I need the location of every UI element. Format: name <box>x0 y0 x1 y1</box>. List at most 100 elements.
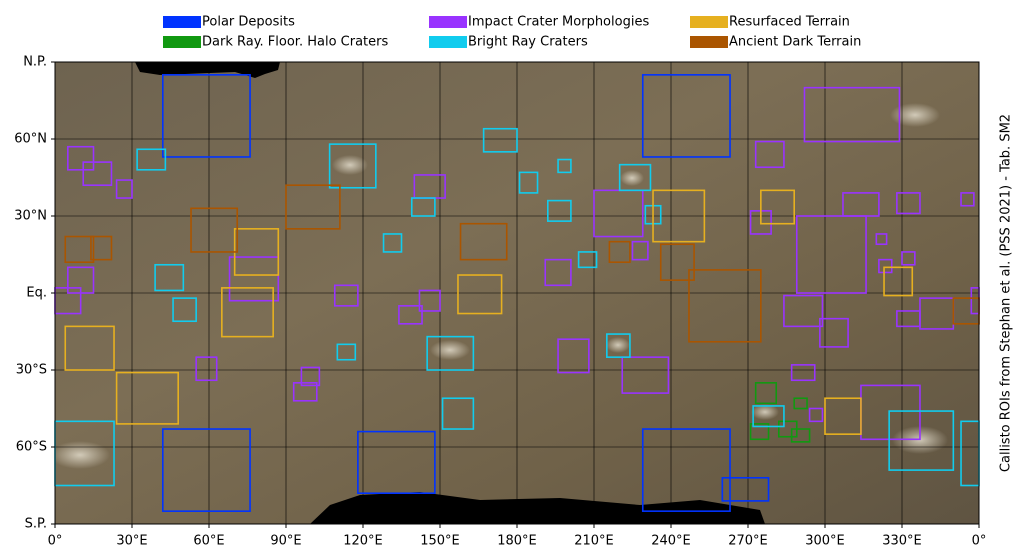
roi-box <box>172 297 197 323</box>
legend-swatch <box>163 36 201 48</box>
roi-box <box>577 251 598 269</box>
y-tick-label: 30°N <box>14 209 47 224</box>
legend-swatch <box>690 16 728 28</box>
roi-box <box>418 289 441 312</box>
legend-label: Ancient Dark Terrain <box>729 35 861 50</box>
x-tick-label: 0° <box>972 534 987 549</box>
roi-box <box>557 158 572 174</box>
y-tick-label: N.P. <box>23 55 47 70</box>
roi-box <box>482 127 518 153</box>
roi-box <box>608 240 631 264</box>
roi-box <box>803 86 901 143</box>
x-tick-label: 330°E <box>882 534 922 549</box>
roi-box <box>819 317 849 348</box>
roi-box <box>82 161 113 187</box>
legend: Polar Deposits Dark Ray. Floor. Halo Crat… <box>163 15 861 50</box>
roi-box <box>754 382 778 405</box>
roi-box <box>398 305 423 325</box>
legend-swatch <box>163 16 201 28</box>
side-label: Callisto ROIs from Stephan et al. (PSS 2… <box>999 114 1014 472</box>
roi-box <box>901 251 916 266</box>
roi-box <box>783 294 824 328</box>
roi-box <box>888 410 955 471</box>
roi-box <box>195 356 218 382</box>
no-data-south <box>310 492 765 524</box>
roi-box <box>790 428 811 443</box>
roi-box <box>228 256 280 302</box>
roi-box <box>883 266 914 297</box>
roi-box <box>285 184 341 230</box>
roi-box <box>593 189 644 238</box>
roi-box <box>64 235 95 264</box>
roi-box <box>621 356 670 394</box>
x-tick-label: 120°E <box>343 534 383 549</box>
y-tick-label: 60°N <box>14 132 47 147</box>
roi-box <box>336 343 357 361</box>
roi-box <box>878 258 893 274</box>
roi-box <box>641 428 731 512</box>
roi-box <box>793 397 808 410</box>
roi-box <box>357 430 436 495</box>
roi-box <box>221 287 274 338</box>
no-data-north <box>135 62 280 78</box>
x-tick-label: 240°E <box>651 534 691 549</box>
roi-box <box>441 397 475 430</box>
legend-label: Polar Deposits <box>202 15 295 30</box>
roi-box <box>426 335 475 371</box>
roi-box <box>631 240 649 261</box>
roi-box <box>64 325 115 371</box>
roi-box <box>760 189 795 225</box>
legend-swatch <box>429 36 467 48</box>
roi-box <box>67 266 95 294</box>
x-tick-label: 30°E <box>116 534 147 549</box>
x-tick-label: 300°E <box>805 534 845 549</box>
legend-swatch <box>429 16 467 28</box>
roi-box <box>960 192 975 207</box>
x-tick-label: 60°E <box>193 534 224 549</box>
roi-box <box>382 233 403 253</box>
roi-box <box>328 143 377 189</box>
roi-box <box>333 284 359 307</box>
roi-box <box>557 338 590 374</box>
roi-box <box>790 364 816 382</box>
roi-box <box>808 407 824 423</box>
x-tick-label: 0° <box>48 534 63 549</box>
y-tick-label: 30°S <box>16 363 47 378</box>
x-tick-label: 270°E <box>728 534 768 549</box>
roi-box <box>842 192 880 217</box>
roi-box <box>652 189 706 243</box>
roi-box <box>688 269 762 343</box>
legend-label: Impact Crater Morphologies <box>468 15 649 30</box>
roi-box <box>410 197 436 217</box>
axes: 0° 30°E 60°E 90°E 120°E 150°E 180°E 210°E 240°E 2… <box>14 55 986 549</box>
legend-label: Resurfaced Terrain <box>729 15 850 30</box>
regions <box>54 74 980 512</box>
x-tick-label: 180°E <box>497 534 537 549</box>
roi-box <box>606 333 631 358</box>
roi-box <box>292 382 318 402</box>
roi-box <box>749 423 770 441</box>
roi-box <box>300 366 321 387</box>
y-tick-label: 60°S <box>16 440 47 455</box>
roi-box <box>154 263 185 292</box>
roi-box <box>67 145 95 171</box>
roi-box <box>752 405 785 428</box>
roi-box <box>641 74 731 158</box>
legend-label: Dark Ray. Floor. Halo Craters <box>202 35 388 50</box>
x-tick-label: 90°E <box>270 534 301 549</box>
y-tick-label: S.P. <box>25 517 47 532</box>
roi-box <box>546 199 572 222</box>
roi-box <box>115 371 179 425</box>
legend-label: Bright Ray Craters <box>468 35 588 50</box>
roi-box <box>136 148 167 171</box>
legend-swatch <box>690 36 728 48</box>
roi-box <box>518 171 539 194</box>
roi-box <box>190 207 239 253</box>
roi-box <box>659 243 695 281</box>
roi-box <box>115 179 133 199</box>
roi-box <box>824 397 862 435</box>
roi-box <box>795 215 867 294</box>
roi-box <box>162 74 251 158</box>
roi-box <box>721 476 770 502</box>
